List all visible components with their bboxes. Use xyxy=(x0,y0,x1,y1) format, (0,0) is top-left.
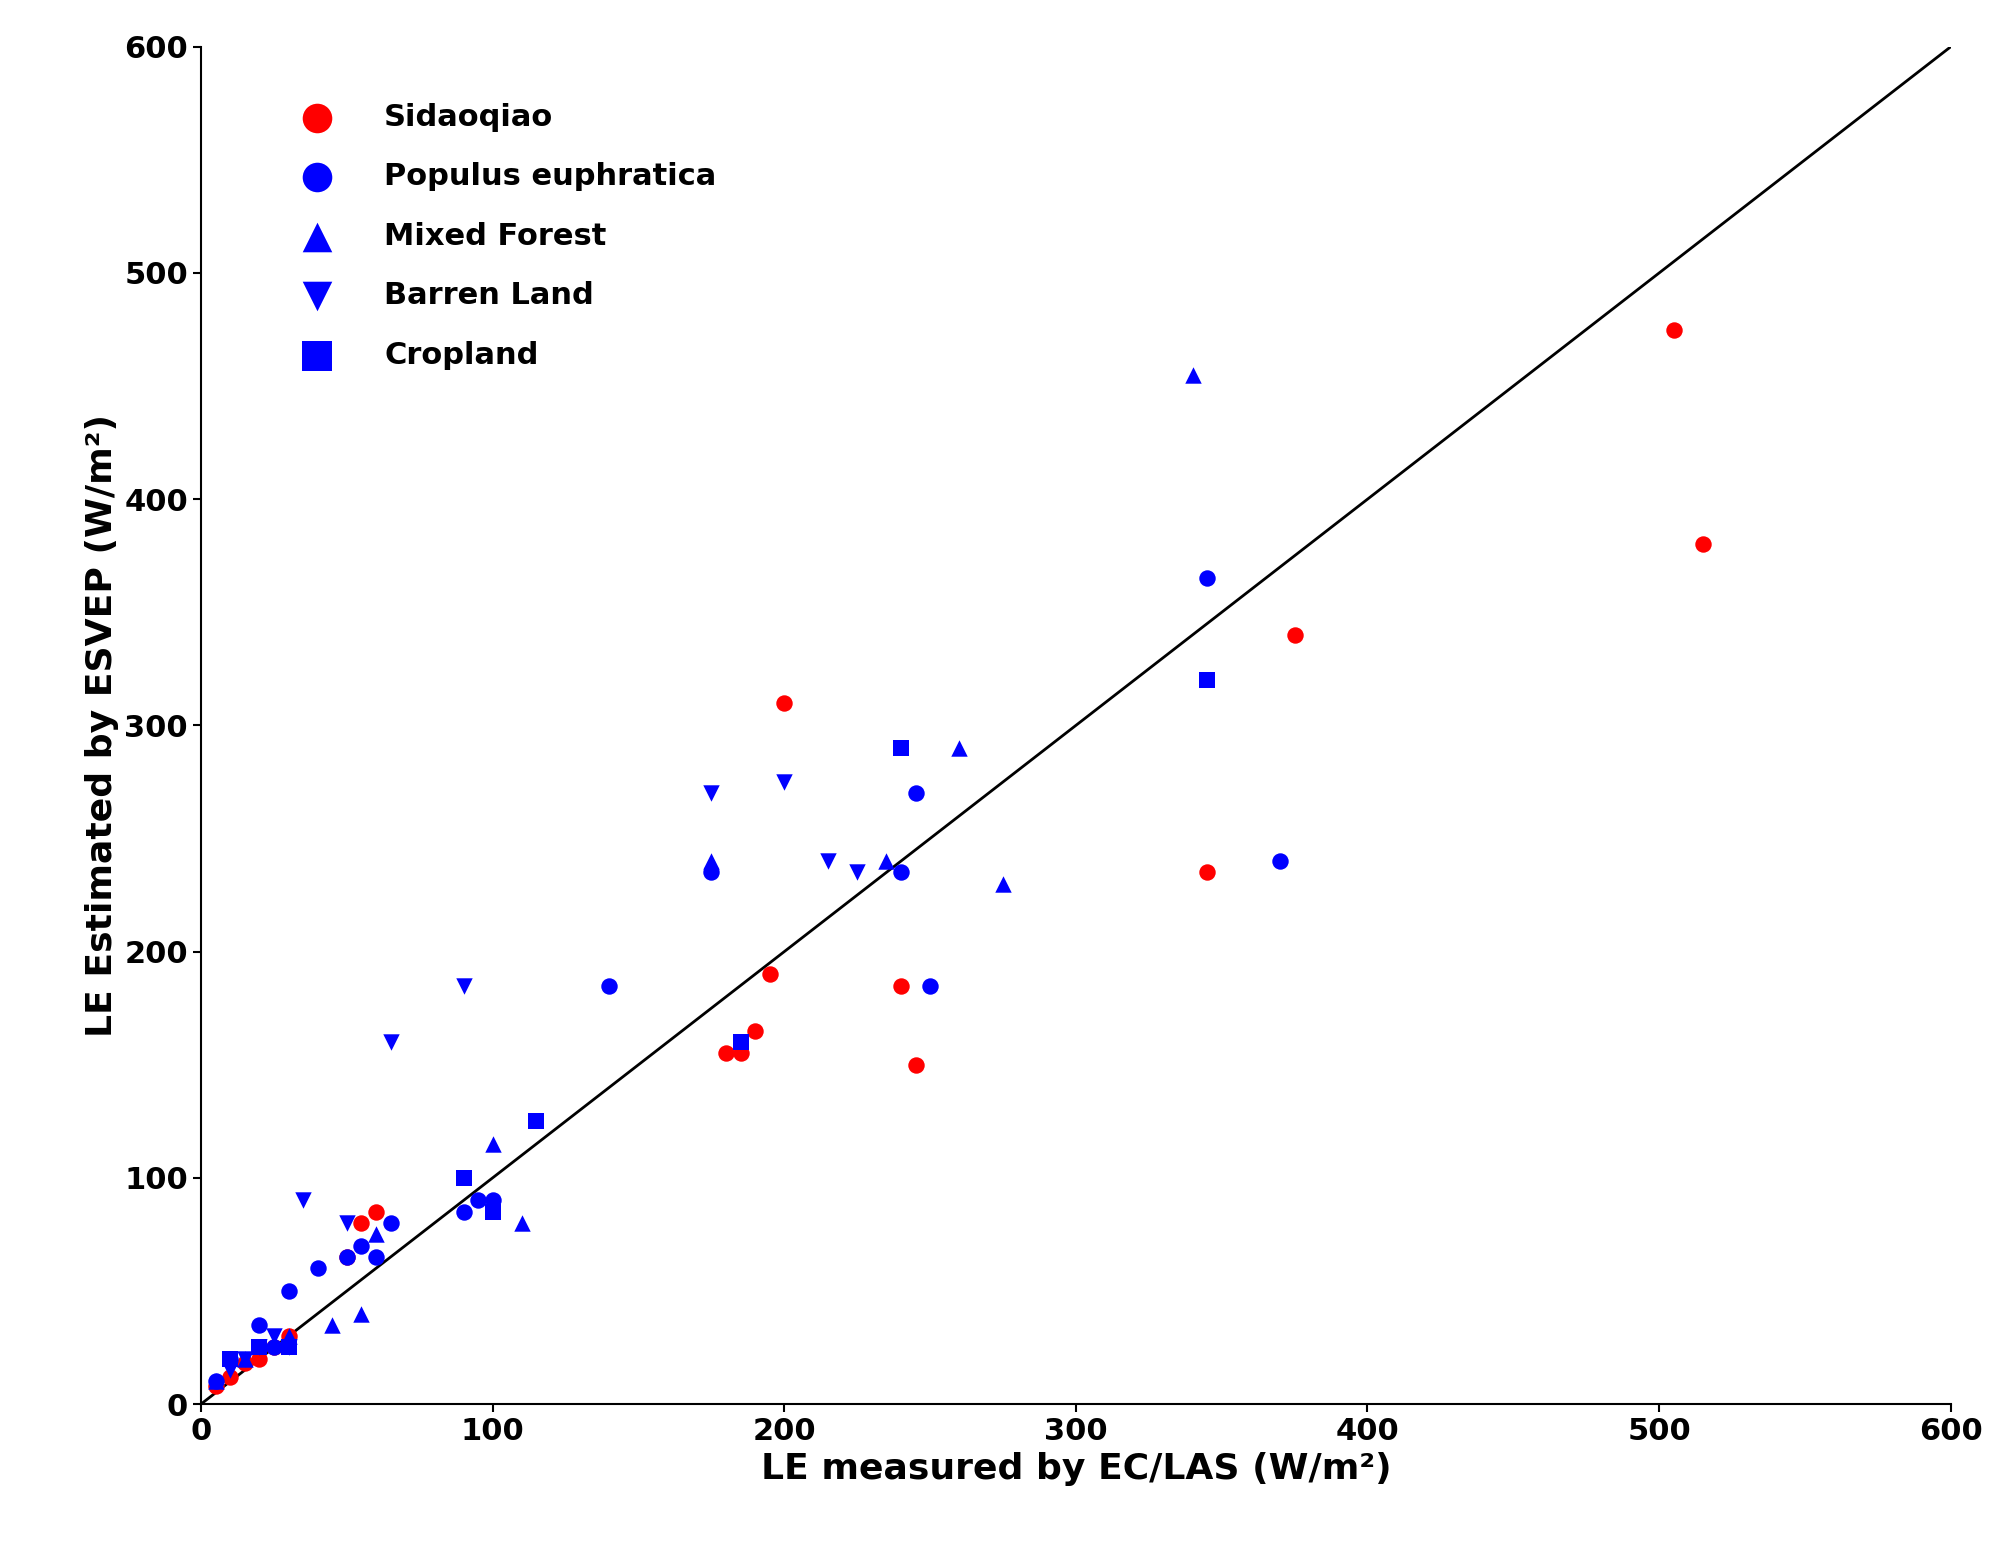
Mixed Forest xyxy=(987,870,1020,895)
Mixed Forest xyxy=(477,1131,509,1156)
Barren Land xyxy=(229,1346,261,1371)
Populus euphratica xyxy=(346,1232,378,1257)
Barren Land xyxy=(841,860,873,885)
Mixed Forest xyxy=(696,849,728,874)
Sidaoqiao xyxy=(885,973,917,998)
Barren Land xyxy=(768,769,800,794)
Cropland xyxy=(521,1109,553,1134)
Sidaoqiao xyxy=(1657,317,1689,342)
Populus euphratica xyxy=(1191,566,1223,591)
Sidaoqiao xyxy=(346,1211,378,1236)
Populus euphratica xyxy=(593,973,625,998)
Cropland xyxy=(1191,668,1223,693)
Sidaoqiao xyxy=(724,1041,756,1065)
Populus euphratica xyxy=(330,1245,364,1270)
Mixed Forest xyxy=(346,1301,378,1326)
Populus euphratica xyxy=(913,973,945,998)
Sidaoqiao xyxy=(257,1335,290,1360)
Sidaoqiao xyxy=(199,1373,231,1398)
Cropland xyxy=(243,1335,276,1360)
Legend: Sidaoqiao, Populus euphratica, Mixed Forest, Barren Land, Cropland: Sidaoqiao, Populus euphratica, Mixed For… xyxy=(286,103,716,370)
Barren Land xyxy=(446,973,479,998)
Sidaoqiao xyxy=(899,1053,931,1078)
Sidaoqiao xyxy=(1687,532,1719,557)
Cropland xyxy=(213,1346,245,1371)
Barren Land xyxy=(213,1357,245,1382)
Sidaoqiao xyxy=(1279,622,1311,647)
Sidaoqiao xyxy=(330,1245,364,1270)
Populus euphratica xyxy=(199,1370,231,1395)
Mixed Forest xyxy=(360,1221,392,1246)
Populus euphratica xyxy=(1263,849,1295,874)
Barren Land xyxy=(288,1189,320,1214)
Populus euphratica xyxy=(302,1256,334,1281)
Sidaoqiao xyxy=(1191,860,1223,885)
Barren Land xyxy=(257,1323,290,1348)
Populus euphratica xyxy=(213,1346,245,1371)
Cropland xyxy=(446,1165,479,1190)
Populus euphratica xyxy=(477,1189,509,1214)
Sidaoqiao xyxy=(710,1041,742,1065)
Sidaoqiao xyxy=(768,690,800,714)
Sidaoqiao xyxy=(243,1346,276,1371)
Mixed Forest xyxy=(316,1312,348,1337)
Sidaoqiao xyxy=(754,961,786,987)
Populus euphratica xyxy=(885,860,917,885)
X-axis label: LE measured by EC/LAS (W/m²): LE measured by EC/LAS (W/m²) xyxy=(760,1452,1392,1485)
Mixed Forest xyxy=(229,1346,261,1371)
Cropland xyxy=(885,736,917,761)
Barren Land xyxy=(696,780,728,805)
Sidaoqiao xyxy=(271,1323,306,1348)
Populus euphratica xyxy=(360,1245,392,1270)
Barren Land xyxy=(243,1335,276,1360)
Barren Land xyxy=(271,1335,306,1360)
Populus euphratica xyxy=(374,1211,406,1236)
Mixed Forest xyxy=(505,1211,537,1236)
Mixed Forest xyxy=(871,849,903,874)
Barren Land xyxy=(330,1211,364,1236)
Populus euphratica xyxy=(257,1335,290,1360)
Cropland xyxy=(724,1030,756,1055)
Populus euphratica xyxy=(899,780,931,805)
Cropland xyxy=(271,1335,306,1360)
Barren Land xyxy=(812,849,845,874)
Sidaoqiao xyxy=(360,1200,392,1225)
Populus euphratica xyxy=(446,1200,479,1225)
Sidaoqiao xyxy=(229,1351,261,1376)
Populus euphratica xyxy=(243,1312,276,1337)
Mixed Forest xyxy=(943,736,975,761)
Mixed Forest xyxy=(271,1323,306,1348)
Barren Land xyxy=(374,1030,406,1055)
Mixed Forest xyxy=(1176,362,1209,387)
Sidaoqiao xyxy=(213,1365,245,1390)
Y-axis label: LE Estimated by ESVEP (W/m²): LE Estimated by ESVEP (W/m²) xyxy=(84,413,119,1037)
Mixed Forest xyxy=(199,1370,231,1395)
Populus euphratica xyxy=(271,1279,306,1304)
Cropland xyxy=(477,1200,509,1225)
Sidaoqiao xyxy=(738,1019,770,1044)
Populus euphratica xyxy=(463,1189,495,1214)
Populus euphratica xyxy=(696,860,728,885)
